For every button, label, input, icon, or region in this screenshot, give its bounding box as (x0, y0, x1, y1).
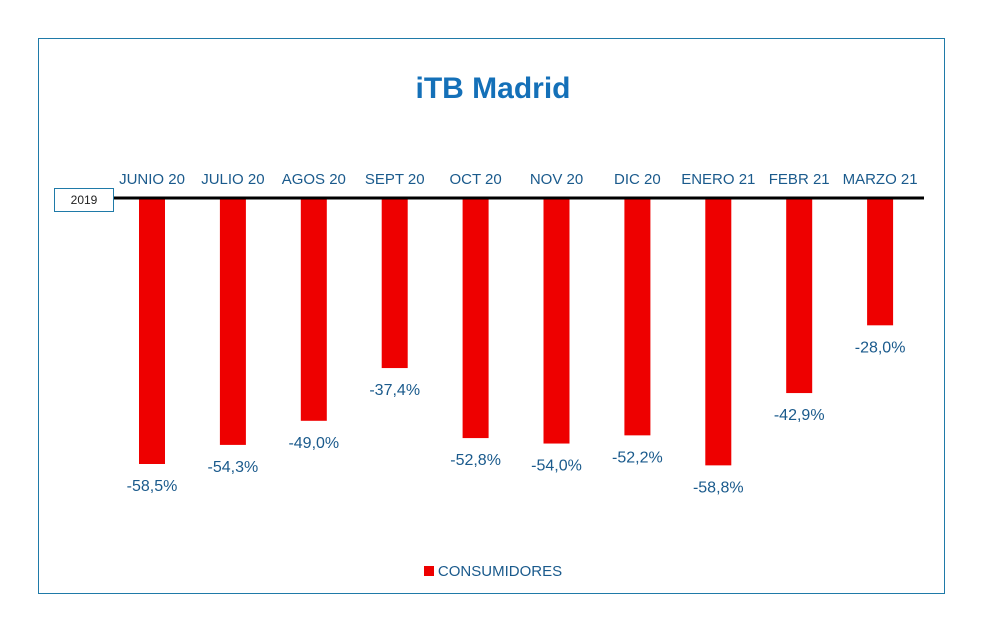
bar-julio-20 (219, 198, 246, 445)
bar-nov-20 (543, 198, 570, 444)
legend-label: CONSUMIDORES (437, 563, 563, 580)
category-label-agos-20: AGOS 20 (282, 171, 346, 188)
value-label-agos-20: -49,0% (288, 435, 339, 452)
value-label-sept-20: -37,4% (369, 382, 420, 399)
category-label-dic-20: DIC 20 (614, 171, 661, 188)
bar-sept-20 (381, 198, 408, 369)
bars-group (139, 198, 894, 466)
value-label-oct-20: -52,8% (450, 452, 501, 469)
legend-swatch (423, 566, 434, 576)
legend: CONSUMIDORES (0, 563, 986, 580)
category-label-febr-21: FEBR 21 (769, 171, 830, 188)
value-labels: -58,5% -54,3% -49,0% -37,4% -52,8% -54,0% -52,… (127, 339, 906, 496)
bar-dic-20 (624, 198, 651, 436)
value-label-enero-21: -58,8% (693, 479, 744, 496)
value-label-julio-20: -54,3% (208, 459, 259, 476)
bar-marzo-21 (867, 198, 894, 326)
bar-oct-20 (462, 198, 489, 439)
bar-febr-21 (786, 198, 813, 394)
value-label-febr-21: -42,9% (774, 407, 825, 424)
category-label-nov-20: NOV 20 (530, 171, 583, 188)
bar-enero-21 (705, 198, 732, 466)
bar-junio-20 (139, 198, 165, 464)
category-label-oct-20: OCT 20 (449, 171, 501, 188)
category-labels: JUNIO 20 JULIO 20 AGOS 20 SEPT 20 OCT 20 NOV … (119, 171, 918, 188)
bar-agos-20 (300, 198, 327, 421)
value-label-nov-20: -54,0% (531, 458, 582, 475)
value-label-marzo-21: -28,0% (855, 339, 906, 356)
baseline-label: 2019 (54, 188, 114, 212)
category-label-sept-20: SEPT 20 (365, 171, 425, 188)
value-label-junio-20: -58,5% (127, 478, 178, 495)
value-label-dic-20: -52,2% (612, 449, 663, 466)
chart-title: iTB Madrid (415, 72, 571, 105)
category-label-marzo-21: MARZO 21 (843, 171, 918, 188)
category-label-julio-20: JULIO 20 (201, 171, 264, 188)
category-label-enero-21: ENERO 21 (681, 171, 755, 188)
category-label-junio-20: JUNIO 20 (119, 171, 185, 188)
